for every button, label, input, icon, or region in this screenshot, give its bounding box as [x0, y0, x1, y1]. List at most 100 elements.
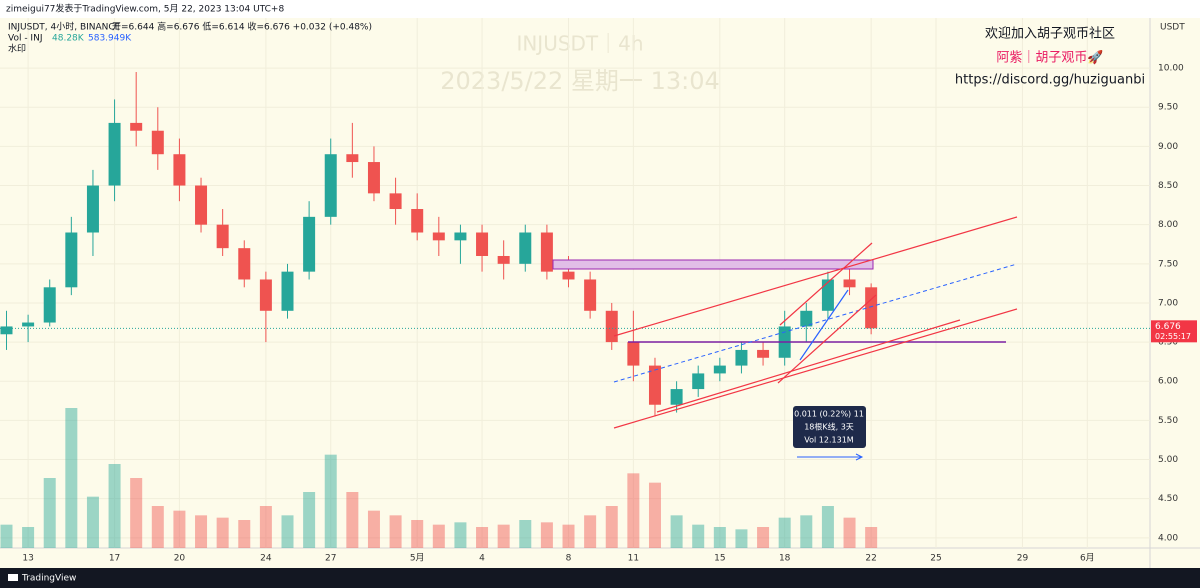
y-tick-label: 10.00 — [1158, 64, 1184, 74]
y-tick-label: 4.50 — [1158, 494, 1178, 504]
x-tick-label: 22 — [865, 554, 876, 564]
candle-body — [43, 287, 56, 323]
legend-volume-ma: 583.949K — [88, 34, 132, 44]
volume-bar — [216, 517, 229, 548]
resistance-zone — [552, 259, 874, 270]
volume-bar — [43, 478, 56, 548]
volume-bar — [476, 527, 489, 548]
candle-body — [476, 232, 489, 256]
y-tick-label: 5.00 — [1158, 455, 1178, 465]
volume-bar — [605, 506, 618, 548]
wedge-lower — [777, 294, 877, 384]
promo-line: https://discord.gg/huziguanbi — [955, 73, 1145, 88]
candle-body — [216, 224, 229, 249]
footer-bar — [0, 568, 1200, 588]
y-tick-label: 9.50 — [1158, 103, 1178, 113]
y-tick-label: 7.50 — [1158, 259, 1178, 269]
wedge-blue — [799, 289, 849, 361]
header-bar — [0, 0, 1200, 18]
y-tick-label: 6.00 — [1158, 377, 1178, 387]
y-tick-label: 5.50 — [1158, 416, 1178, 426]
price-badge — [1151, 320, 1197, 343]
volume-bar — [151, 506, 164, 548]
legend-volume-name: Vol - INJ — [8, 34, 42, 44]
volume-bar — [540, 522, 553, 548]
watermark-time: 2023/5/22 星期一 13:04 — [440, 67, 719, 95]
candle-body — [821, 279, 834, 311]
x-tick-label: 13 — [22, 554, 33, 564]
legend-ohlc: 开=6.644 高=6.676 低=6.614 收=6.676 +0.032 (… — [112, 21, 372, 33]
candle-body — [303, 216, 316, 272]
volume-bar — [346, 492, 359, 548]
volume-bar — [259, 506, 272, 548]
y-tick-label: 8.50 — [1158, 181, 1178, 191]
candle-body — [757, 349, 770, 358]
footer-logo — [8, 574, 18, 581]
volume-bar — [627, 473, 640, 548]
candle-body — [324, 154, 337, 217]
volume-bar — [692, 524, 705, 548]
candle-body — [497, 255, 510, 264]
volume-bar — [562, 524, 575, 548]
x-tick-label: 5月 — [410, 553, 425, 564]
wedge-upper — [779, 242, 873, 326]
volume-bar — [821, 506, 834, 548]
volume-bar — [108, 464, 121, 548]
y-tick-label: 9.00 — [1158, 142, 1178, 152]
x-tick-label: 27 — [325, 554, 336, 564]
volume-bar — [519, 520, 532, 548]
candle-body — [108, 122, 121, 186]
measure-box — [793, 406, 866, 448]
volume-bar — [367, 510, 380, 548]
candle-body — [86, 185, 99, 233]
price-badge-countdown: 02:55:17 — [1155, 332, 1191, 341]
x-tick-label: 18 — [779, 554, 791, 564]
candle-body — [584, 279, 597, 311]
volume-bar — [497, 524, 510, 548]
x-tick-label: 17 — [109, 554, 120, 564]
y-tick-label: 6.50 — [1158, 338, 1178, 348]
candle-body — [130, 122, 143, 131]
candle-body — [281, 271, 294, 311]
measure-arrow-head — [855, 453, 864, 461]
x-tick-label: 24 — [260, 554, 272, 564]
candle-body — [605, 310, 618, 343]
x-tick-label: 20 — [174, 554, 186, 564]
candle-body — [540, 232, 553, 272]
candle-body — [713, 365, 726, 374]
volume-bar — [86, 496, 99, 548]
candle-body — [692, 373, 705, 390]
candle-body — [800, 310, 813, 327]
candle-body — [519, 232, 532, 264]
volume-bar — [303, 492, 316, 548]
candle-body — [648, 365, 661, 405]
volume-bar — [389, 515, 402, 548]
candle-body — [238, 248, 251, 280]
y-tick-label: 7.00 — [1158, 298, 1178, 308]
price-unit: USDT — [1160, 23, 1185, 33]
price-badge-text: 6.676 — [1155, 322, 1181, 332]
volume-bar — [130, 478, 143, 548]
candle-body — [0, 326, 13, 335]
candle-body — [562, 271, 575, 280]
candle-body — [865, 287, 878, 329]
y-tick-label: 8.00 — [1158, 220, 1178, 230]
candle-body — [735, 349, 748, 366]
measure-text: Vol 12.131M — [804, 436, 854, 445]
volume-bar — [454, 522, 467, 548]
x-tick-label: 4 — [479, 554, 485, 564]
candle-body — [411, 209, 424, 233]
x-tick-label: 11 — [628, 554, 639, 564]
candle-body — [627, 342, 640, 366]
volume-bar — [281, 515, 294, 548]
volume-bar — [757, 527, 770, 548]
plot-area: 4.00 4.50 5.00 5.50 6.00 6.50 7.00 7.50 8.00 8.50… — [0, 18, 1184, 564]
candle-body — [367, 162, 380, 194]
y-tick-label: 4.00 — [1158, 533, 1178, 543]
drawings: 0.011 (0.22%) 11 18根K线, 3天 Vol 12.131M — [552, 216, 1018, 461]
candle-body — [346, 154, 359, 163]
volume-bar — [324, 454, 337, 548]
volume-bar — [22, 527, 35, 548]
